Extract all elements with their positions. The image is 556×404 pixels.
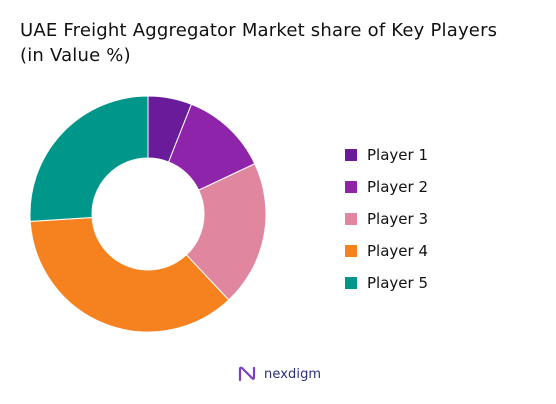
legend-label: Player 4 — [367, 242, 428, 260]
nexdigm-logo-icon — [238, 366, 256, 382]
donut-slices — [29, 95, 267, 333]
legend-item-2: Player 2 — [345, 171, 428, 203]
chart-title: UAE Freight Aggregator Market share of K… — [20, 18, 540, 68]
legend-swatch — [345, 245, 357, 257]
legend-swatch — [345, 149, 357, 161]
legend-item-3: Player 3 — [345, 203, 428, 235]
legend-item-4: Player 4 — [345, 235, 428, 267]
chart-title-line: UAE Freight Aggregator Market share of K… — [20, 20, 498, 41]
donut-slice-3 — [185, 163, 267, 301]
legend-swatch — [345, 213, 357, 225]
donut-slice-5 — [29, 95, 149, 222]
brand-name: nexdigm — [264, 366, 322, 382]
brand-footer: nexdigm — [238, 366, 321, 382]
legend-label: Player 1 — [367, 146, 428, 164]
legend-label: Player 5 — [367, 274, 428, 292]
legend-item-5: Player 5 — [345, 267, 428, 299]
chart-legend: Player 1 Player 2 Player 3 Player 4 Player 5 — [345, 139, 428, 299]
legend-item-1: Player 1 — [345, 139, 428, 171]
legend-swatch — [345, 181, 357, 193]
chart-subtitle: (in Value %) — [20, 45, 131, 66]
donut-slice-4 — [29, 216, 230, 333]
legend-label: Player 3 — [367, 210, 428, 228]
legend-label: Player 2 — [367, 178, 428, 196]
legend-swatch — [345, 277, 357, 289]
